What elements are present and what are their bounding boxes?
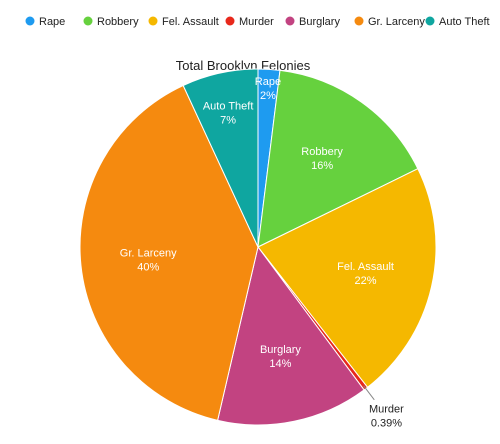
legend-swatch-rape	[26, 17, 35, 26]
legend-item-robbery[interactable]: Robbery	[84, 16, 140, 28]
slice-value-robbery: 16%	[311, 160, 333, 172]
legend-label-rape: Rape	[39, 16, 65, 28]
slice-value-gr-larceny: 40%	[137, 261, 159, 273]
legend-item-rape[interactable]: Rape	[26, 16, 66, 28]
slice-value-fel-assault: 22%	[355, 275, 377, 287]
legend-label-robbery: Robbery	[97, 16, 139, 28]
legend-label-fel-assault: Fel. Assault	[162, 16, 219, 28]
legend-item-gr-larceny[interactable]: Gr. Larceny	[355, 16, 426, 28]
slice-value-burglary: 14%	[269, 358, 291, 370]
slice-name-fel-assault: Fel. Assault	[337, 261, 394, 273]
slice-name-gr-larceny: Gr. Larceny	[120, 247, 177, 259]
slice-name-murder: Murder	[369, 404, 404, 416]
legend-swatch-burglary	[286, 17, 295, 26]
slice-name-rape: Rape	[255, 76, 281, 88]
leader-line-murder	[364, 386, 375, 400]
legend-label-gr-larceny: Gr. Larceny	[368, 16, 425, 28]
legend-item-fel-assault[interactable]: Fel. Assault	[149, 16, 219, 28]
slice-value-rape: 2%	[260, 90, 276, 102]
legend-item-murder[interactable]: Murder	[226, 16, 275, 28]
legend-swatch-robbery	[84, 17, 93, 26]
legend-label-auto-theft: Auto Theft	[439, 16, 490, 28]
legend-label-murder: Murder	[239, 16, 274, 28]
legend-label-burglary: Burglary	[299, 16, 340, 28]
slice-value-murder: 0.39%	[371, 418, 402, 430]
legend-swatch-gr-larceny	[355, 17, 364, 26]
legend-item-burglary[interactable]: Burglary	[286, 16, 341, 28]
legend-item-auto-theft[interactable]: Auto Theft	[426, 16, 490, 28]
legend-swatch-auto-theft	[426, 17, 435, 26]
legend-swatch-fel-assault	[149, 17, 158, 26]
legend-swatch-murder	[226, 17, 235, 26]
slice-name-robbery: Robbery	[301, 146, 343, 158]
slice-name-burglary: Burglary	[260, 344, 301, 356]
slice-value-auto-theft: 7%	[220, 114, 236, 126]
chart-legend: Rape Robbery Fel. Assault Murder Burglary Gr.…	[26, 16, 490, 28]
slice-name-auto-theft: Auto Theft	[203, 100, 254, 112]
